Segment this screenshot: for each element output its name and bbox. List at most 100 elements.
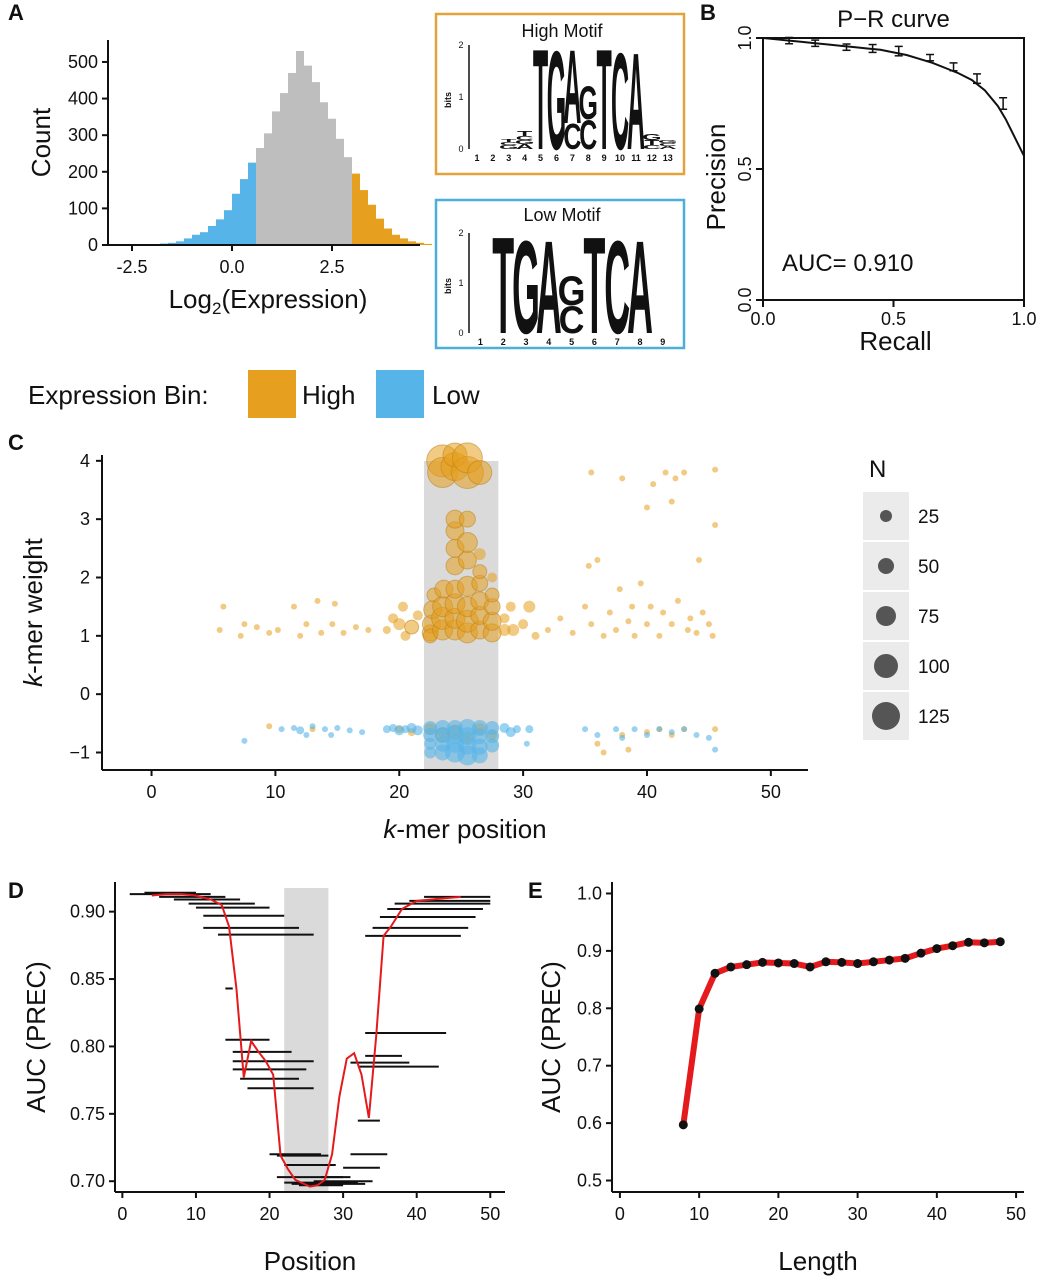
high-bin-point — [712, 466, 719, 473]
y-axis-title: k-mer weight — [18, 537, 48, 687]
high-bin-point — [585, 562, 592, 569]
panel-label-e: E — [528, 878, 543, 903]
high-bin-point — [365, 627, 372, 633]
x-axis-title: Length — [778, 1246, 858, 1276]
histogram-bar — [384, 228, 392, 245]
high-motif-logo: High Motif 2 1 0 bits 1 2 3 4 5 6 7 8 9 10 11 12 13G… — [434, 12, 686, 180]
low-bin-point — [424, 737, 437, 750]
y-tick-label: 200 — [68, 162, 98, 182]
high-bin-point — [696, 557, 703, 563]
auc-point — [694, 1004, 704, 1014]
motif-position-label: 9 — [660, 337, 665, 347]
high-motif-ytick-2: 2 — [458, 40, 463, 50]
y-tick-label: 3 — [80, 509, 90, 529]
high-bin-point — [619, 475, 626, 482]
motif-position-label: 2 — [501, 337, 506, 347]
y-tick-label: 400 — [68, 89, 98, 109]
high-motif-ylabel: bits — [443, 92, 453, 108]
motif-letter: C — [516, 135, 534, 141]
motif-letter: C — [611, 25, 629, 179]
size-legend-title: N — [869, 456, 886, 483]
low-bin-point — [712, 746, 719, 753]
high-bin-point — [412, 610, 423, 621]
low-bin-point — [346, 727, 353, 734]
auc-point — [726, 962, 736, 972]
x-tick-label: 20 — [768, 1204, 788, 1224]
high-bin-point — [656, 632, 663, 639]
histogram-bar — [208, 225, 216, 245]
histogram-bar — [352, 173, 360, 245]
low-bin-point — [471, 747, 488, 764]
y-tick-label: 1 — [80, 626, 90, 646]
length-auc-panel: 0.5 0.6 0.7 0.8 0.9 1.0 0 10 20 30 40 50 AUC (PREC) L… — [536, 882, 1026, 1276]
histogram-bar — [344, 157, 352, 245]
high-bin-point — [397, 601, 408, 612]
motif-letter: C — [659, 142, 677, 147]
low-bin-point — [594, 732, 601, 738]
motif-position-label: 4 — [522, 153, 527, 163]
auc-point — [805, 962, 815, 972]
motif-position-label: 3 — [523, 337, 528, 347]
low-bin-point — [523, 740, 530, 747]
high-bin-point — [582, 603, 589, 610]
histogram-bar — [416, 242, 424, 245]
x-tick-label: 50 — [761, 782, 781, 802]
y-axis-title: AUC (PREC) — [21, 961, 51, 1113]
auc-point — [964, 937, 974, 947]
high-bin-point — [693, 629, 700, 636]
size-legend-label: 125 — [918, 707, 950, 728]
x-tick-label: 0.5 — [881, 309, 906, 329]
auc-point — [979, 938, 989, 948]
high-bin-point — [544, 627, 551, 633]
y-axis-title: Count — [26, 107, 56, 177]
panel-label-a: A — [8, 0, 24, 25]
high-motif-frame — [434, 12, 686, 176]
auc-line — [151, 893, 461, 1188]
legend-high-label: High — [302, 380, 355, 410]
high-bin-point — [709, 632, 716, 639]
x-tick-label: -2.5 — [116, 257, 147, 277]
auc-point — [742, 960, 752, 970]
panel-label-c: C — [8, 430, 24, 455]
high-bin-point — [216, 627, 223, 633]
high-bin-point — [237, 632, 244, 639]
high-bin-point — [393, 618, 406, 631]
x-tick-label: 30 — [333, 1204, 353, 1224]
histogram-bar — [248, 162, 256, 245]
size-legend-circle — [880, 510, 892, 522]
x-tick-label: 10 — [265, 782, 285, 802]
motif-letter: G — [499, 144, 518, 150]
high-bin-point — [705, 621, 712, 628]
x-tick-label: 20 — [389, 782, 409, 802]
legend-low-label: Low — [432, 380, 480, 410]
histogram-bar — [224, 210, 232, 245]
motif-letter: C — [579, 113, 597, 159]
histogram-bar — [288, 72, 296, 245]
low-bin-point — [334, 725, 341, 731]
motif-letter: A — [659, 145, 677, 150]
auc-annotation: AUC= 0.910 — [782, 250, 913, 277]
histogram-bar — [280, 93, 288, 246]
x-tick-label: 30 — [513, 782, 533, 802]
x-tick-label: 40 — [407, 1204, 427, 1224]
high-bin-point — [588, 469, 595, 476]
high-bin-point — [668, 621, 675, 628]
low-bin-point — [512, 725, 521, 734]
low-bin-point — [693, 732, 700, 738]
motif-letter: T — [492, 210, 514, 363]
auc-point — [948, 941, 958, 951]
low-bin-point — [359, 729, 366, 736]
x-tick-label: 50 — [480, 1204, 500, 1224]
high-bin-point — [712, 726, 719, 733]
size-legend-circle — [872, 702, 900, 730]
y-tick-label: 0.85 — [70, 969, 105, 989]
high-bin-point — [637, 580, 644, 587]
histogram-bar — [360, 190, 368, 245]
histogram-bar — [216, 219, 224, 245]
high-bin-point — [643, 621, 650, 628]
y-tick-label: 0.7 — [577, 1056, 602, 1076]
histogram-bar — [400, 238, 408, 245]
motif-letter: G — [512, 213, 540, 362]
x-tick-label: 0.0 — [750, 309, 775, 329]
